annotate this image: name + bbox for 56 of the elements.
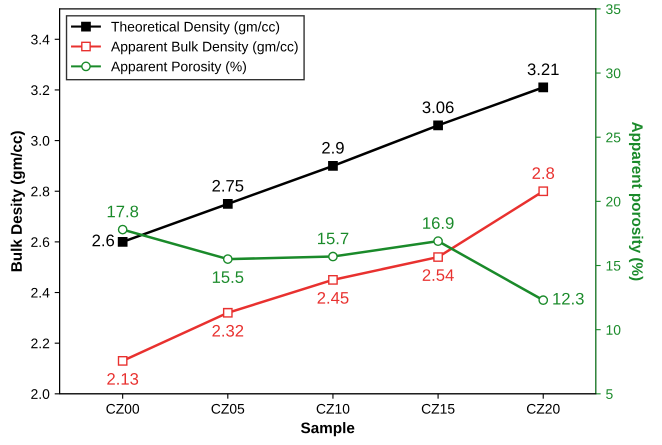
point xyxy=(118,237,128,247)
point xyxy=(118,224,128,234)
data-label: 12.3 xyxy=(553,292,584,305)
point xyxy=(328,161,338,171)
x-tick-label: CZ10 xyxy=(316,404,350,414)
y2-axis-title: Apparent porosity (%) xyxy=(628,122,644,280)
y-axis-title: Bulk Desity (gm/cc) xyxy=(10,131,25,272)
point xyxy=(433,252,443,262)
y-tick-label: 3.2 xyxy=(31,85,50,96)
data-label: 2.9 xyxy=(322,142,344,154)
y2-tick-label: 35 xyxy=(606,4,620,14)
data-label: 17.8 xyxy=(108,206,138,218)
data-label: 15.5 xyxy=(212,271,244,284)
point xyxy=(328,275,338,285)
x-tick-label: CZ00 xyxy=(106,404,140,414)
y2-tick-label: 5 xyxy=(606,389,613,399)
x-tick-label: CZ05 xyxy=(212,404,244,414)
point xyxy=(222,254,233,264)
point xyxy=(222,308,233,318)
y-tick-label: 3.0 xyxy=(31,136,50,146)
y2-tick-label: 10 xyxy=(606,325,620,335)
data-label: 3.21 xyxy=(528,63,559,76)
y-tick-label: 3.4 xyxy=(31,34,50,44)
x-axis-title: Sample xyxy=(300,422,354,436)
point xyxy=(538,82,548,92)
y-tick-label: 2.2 xyxy=(31,338,50,348)
point xyxy=(538,186,548,196)
data-label: 2.32 xyxy=(212,324,244,337)
point xyxy=(538,295,548,306)
point xyxy=(328,252,338,262)
point xyxy=(222,199,233,209)
data-label: 2.8 xyxy=(532,167,554,180)
y-tick-label: 2.4 xyxy=(31,288,50,298)
y-tick-label: 2.0 xyxy=(31,389,50,399)
point xyxy=(118,356,128,366)
y2-tick-label: 30 xyxy=(606,68,620,78)
y-tick-label: 2.6 xyxy=(31,237,50,248)
legend-label: Apparent Porosity (%) xyxy=(110,61,246,74)
data-label: 2.13 xyxy=(107,373,138,385)
x-tick-label: CZ15 xyxy=(422,404,454,414)
y-tick-label: 2.8 xyxy=(31,186,50,196)
y2-tick-label: 15 xyxy=(606,260,620,271)
legend-label: Apparent Bulk Density (gm/cc) xyxy=(110,41,298,54)
y2-tick-label: 20 xyxy=(606,196,620,207)
data-label: 2.6 xyxy=(92,234,114,246)
legend-label: Theoretical Density (gm/cc) xyxy=(111,21,280,34)
data-label: 16.9 xyxy=(423,217,454,229)
y2-tick-label: 25 xyxy=(606,132,620,142)
data-label: 2.54 xyxy=(422,269,454,281)
x-tick-label: CZ20 xyxy=(526,404,560,414)
point xyxy=(433,120,443,130)
data-label: 2.75 xyxy=(212,180,244,192)
point xyxy=(433,236,443,246)
data-label: 2.45 xyxy=(318,292,348,304)
data-label: 15.7 xyxy=(318,232,348,244)
data-label: 3.06 xyxy=(422,101,454,114)
